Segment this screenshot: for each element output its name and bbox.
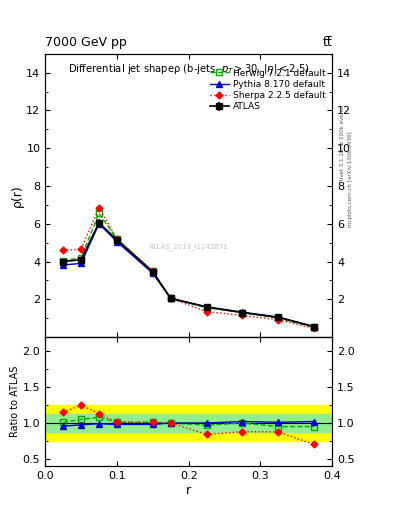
Sherpa 2.2.5 default <box>276 316 281 323</box>
Pythia 8.170 default <box>115 239 119 245</box>
Pythia 8.170 default <box>276 314 281 320</box>
Legend: Herwig 7.2.1 default, Pythia 8.170 default, Sherpa 2.2.5 default, ATLAS: Herwig 7.2.1 default, Pythia 8.170 defau… <box>208 67 328 113</box>
Herwig 7.2.1 default <box>97 210 101 217</box>
Pythia 8.170 default <box>97 221 101 227</box>
Text: Differential jet shapeρ (b-jets, $p_T>30$, $|\eta| < 2.5$): Differential jet shapeρ (b-jets, $p_T>30… <box>68 62 309 76</box>
Pythia 8.170 default <box>151 270 155 276</box>
Herwig 7.2.1 default <box>312 324 316 330</box>
Line: Herwig 7.2.1 default: Herwig 7.2.1 default <box>61 210 317 330</box>
Text: Rivet 3.1.10, ≥ 200k events: Rivet 3.1.10, ≥ 200k events <box>340 105 345 182</box>
Pythia 8.170 default <box>312 324 316 330</box>
Sherpa 2.2.5 default <box>168 295 173 302</box>
Sherpa 2.2.5 default <box>151 268 155 274</box>
Sherpa 2.2.5 default <box>79 246 83 252</box>
Herwig 7.2.1 default <box>61 258 66 264</box>
Herwig 7.2.1 default <box>204 305 209 311</box>
Herwig 7.2.1 default <box>115 236 119 242</box>
Pythia 8.170 default <box>204 304 209 310</box>
Text: mcplots.cern.ch [arXiv:1306.3436]: mcplots.cern.ch [arXiv:1306.3436] <box>348 132 353 227</box>
Text: 7000 GeV pp: 7000 GeV pp <box>45 36 127 49</box>
Sherpa 2.2.5 default <box>312 325 316 331</box>
Sherpa 2.2.5 default <box>204 309 209 315</box>
X-axis label: r: r <box>186 483 191 497</box>
Herwig 7.2.1 default <box>240 309 245 315</box>
Pythia 8.170 default <box>168 295 173 302</box>
Sherpa 2.2.5 default <box>61 247 66 253</box>
Herwig 7.2.1 default <box>276 315 281 322</box>
Text: ATLAS_2013_I1243871: ATLAS_2013_I1243871 <box>149 243 228 250</box>
Pythia 8.170 default <box>240 309 245 315</box>
Line: Sherpa 2.2.5 default: Sherpa 2.2.5 default <box>61 205 317 331</box>
Sherpa 2.2.5 default <box>240 312 245 318</box>
Sherpa 2.2.5 default <box>97 205 101 211</box>
Y-axis label: ρ(r): ρ(r) <box>11 184 24 207</box>
Herwig 7.2.1 default <box>151 268 155 274</box>
Herwig 7.2.1 default <box>168 295 173 302</box>
Pythia 8.170 default <box>61 262 66 268</box>
Line: Pythia 8.170 default: Pythia 8.170 default <box>61 221 317 329</box>
Pythia 8.170 default <box>79 261 83 267</box>
Herwig 7.2.1 default <box>79 254 83 261</box>
Y-axis label: Ratio to ATLAS: Ratio to ATLAS <box>10 366 20 437</box>
Sherpa 2.2.5 default <box>115 236 119 242</box>
Text: tt̅: tt̅ <box>322 36 332 49</box>
